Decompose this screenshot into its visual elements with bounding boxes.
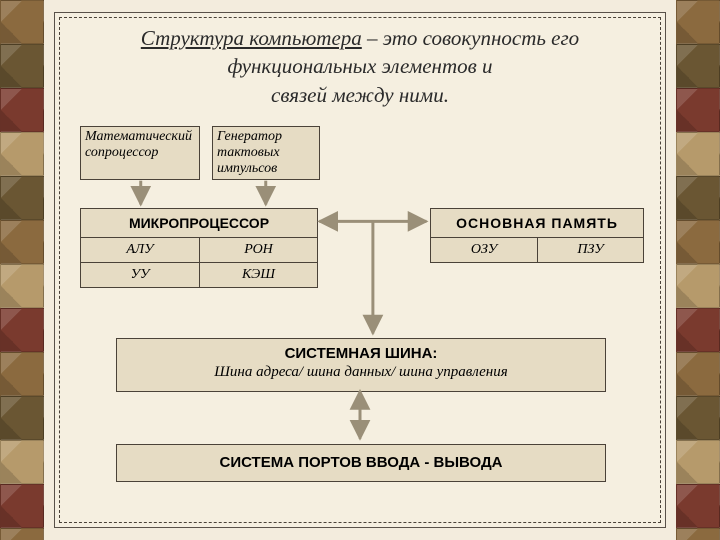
box-ron: РОН [199,237,318,263]
side-tile [676,264,720,308]
side-tile [0,220,44,264]
box-microprocessor: МИКРОПРОЦЕССОР [80,208,318,238]
title-l2: функциональных элементов и [227,54,492,78]
page: Структура компьютера – это совокупность … [0,0,720,540]
side-tile [676,0,720,44]
box-rom: ПЗУ [537,237,644,263]
box-alu: АЛУ [80,237,200,263]
side-tile [676,484,720,528]
title: Структура компьютера – это совокупность … [60,24,660,109]
box-system-bus: СИСТЕМНАЯ ШИНА: Шина адреса/ шина данных… [116,338,606,392]
title-l3: связей между ними. [271,83,449,107]
side-tile [676,132,720,176]
side-tile [676,308,720,352]
box-main-memory: ОСНОВНАЯ ПАМЯТЬ [430,208,644,238]
side-tile [676,396,720,440]
side-tile [676,528,720,540]
side-tile [0,44,44,88]
title-l1-rest: это совокупность его [383,26,579,50]
card-inner: Структура компьютера – это совокупность … [59,17,661,523]
box-uu: УУ [80,262,200,288]
side-tile [0,264,44,308]
side-tile [0,308,44,352]
side-tile [0,396,44,440]
side-tile [676,176,720,220]
side-tile [676,352,720,396]
side-tile [676,88,720,132]
side-tile [0,132,44,176]
side-tile [0,0,44,44]
side-tile [0,176,44,220]
side-tile [676,44,720,88]
box-io-ports: СИСТЕМА ПОРТОВ ВВОДА - ВЫВОДА [116,444,606,482]
side-tile [0,440,44,484]
title-underlined: Структура компьютера [141,26,362,50]
side-tile [0,528,44,540]
box-clock-generator: Генератор тактовых импульсов [212,126,320,180]
side-tile [676,220,720,264]
box-cache: КЭШ [199,262,318,288]
side-tile [0,88,44,132]
box-ram: ОЗУ [430,237,538,263]
side-strip-right [676,0,720,540]
title-dash: – [362,26,383,50]
side-tile [676,440,720,484]
bus-subtitle: Шина адреса/ шина данных/ шина управлени… [117,364,605,381]
side-tile [0,484,44,528]
side-tile [0,352,44,396]
box-math-coprocessor: Математический сопроцессор [80,126,200,180]
side-strip-left [0,0,44,540]
card: Структура компьютера – это совокупность … [54,12,666,528]
bus-title: СИСТЕМНАЯ ШИНА: [117,345,605,362]
